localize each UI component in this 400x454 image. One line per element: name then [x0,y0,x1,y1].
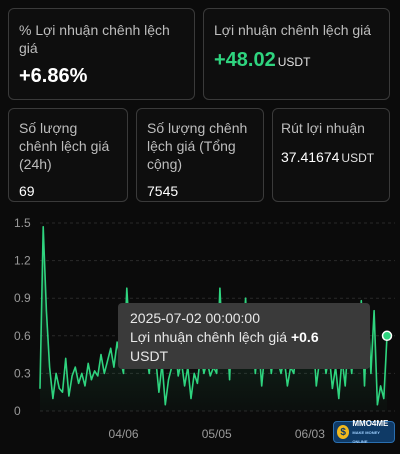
profit-amount-unit: USDT [277,55,311,69]
withdraw-profit-card[interactable]: Rút lợi nhuận 37.41674 USDT [272,108,390,202]
data-point[interactable] [106,360,109,362]
data-point[interactable] [193,372,195,374]
data-point[interactable] [338,397,340,400]
data-point[interactable] [77,382,80,385]
data-point[interactable] [45,310,48,312]
data-point[interactable] [383,397,385,400]
data-point[interactable] [203,372,205,374]
data-point[interactable] [360,300,362,302]
mmo4me-logo: $ MMO4ME MAKE MONEY ONLINE [333,418,395,444]
data-point[interactable] [280,372,282,374]
data-point[interactable] [148,372,150,374]
data-point[interactable] [254,372,256,374]
x-tick-label: 05/05 [202,427,232,441]
y-tick-label: 0.6 [14,329,31,343]
data-point[interactable] [71,375,73,377]
data-point[interactable] [126,287,128,289]
data-point[interactable] [286,385,288,387]
tooltip-datetime: 2025-07-02 00:00:00 [130,310,260,326]
data-point[interactable] [177,375,179,377]
data-point[interactable] [113,366,115,368]
data-point[interactable] [49,366,51,368]
data-point[interactable] [84,385,86,387]
profit-amount-row: +48.02 USDT [214,49,379,72]
data-point[interactable] [183,385,186,387]
data-point[interactable] [331,387,333,390]
profit-percent-card: % Lợi nhuận chênh lệch giá +6.86% [8,8,195,100]
withdraw-profit-row: 37.41674 USDT [281,149,381,165]
y-tick-label: 0.9 [14,291,31,305]
data-point[interactable] [167,379,170,381]
data-point[interactable] [158,391,160,393]
data-point[interactable] [216,372,218,374]
y-tick-label: 0 [14,404,21,418]
profit-amount-card: Lợi nhuận chênh lệch giá +48.02 USDT [203,8,390,100]
withdraw-profit-value: 37.41674 [281,149,340,165]
data-point[interactable] [42,226,44,228]
data-point[interactable] [61,391,64,393]
data-point[interactable] [190,397,192,400]
data-point[interactable] [293,372,295,374]
data-point[interactable] [164,404,166,406]
data-point[interactable] [270,372,272,374]
data-point[interactable] [68,395,70,397]
x-tick-label: 06/03 [295,427,325,441]
tooltip-unit: USDT [130,348,169,364]
data-point[interactable] [81,372,83,374]
data-point[interactable] [90,379,93,381]
y-tick-label: 0.3 [14,366,31,380]
data-point[interactable] [94,370,96,372]
data-point[interactable] [122,372,125,374]
selected-point-marker[interactable] [381,330,393,342]
logo-text: MMO4ME MAKE MONEY ONLINE [352,418,389,444]
data-point[interactable] [228,379,231,381]
tooltip-label: Lợi nhuận chênh lệch giá [130,329,288,345]
data-point[interactable] [52,397,54,400]
profit-percent-value: +6.86% [19,65,88,87]
count-24h-label: Số lượng chênh lệch giá (24h) [19,120,110,172]
chart-tooltip: 2025-07-02 00:00:00 Lợi nhuận chênh lệch… [118,303,370,369]
data-point[interactable] [344,385,346,387]
tooltip-value: +0.6 [290,329,319,345]
data-point[interactable] [219,287,221,289]
data-point[interactable] [103,372,105,374]
data-point[interactable] [325,372,327,374]
data-point[interactable] [351,372,353,374]
count-total-label: Số lượng chênh lệch giá (Tổng cộng) [147,120,248,172]
count-24h-card: Số lượng chênh lệch giá (24h) 69 [8,108,128,202]
data-point[interactable] [87,362,89,364]
tooltip-row: Lợi nhuận chênh lệch giá +0.6 [130,328,358,347]
data-point[interactable] [245,297,247,299]
profit-amount-value: +48.02 [214,49,276,71]
data-point[interactable] [315,385,317,387]
count-24h-value: 69 [19,183,35,199]
data-point[interactable] [39,387,41,390]
dollar-coin-icon: $ [337,425,350,439]
data-point[interactable] [74,366,76,368]
data-point[interactable] [110,347,112,349]
data-point[interactable] [196,382,199,385]
data-point[interactable] [261,385,263,387]
profit-percent-label: % Lợi nhuận chênh lệch giá [19,22,170,56]
withdraw-profit-unit: USDT [341,151,375,165]
data-point[interactable] [363,385,366,387]
data-point[interactable] [100,354,102,356]
y-tick-label: 1.5 [14,216,31,230]
count-total-value: 7545 [147,183,179,199]
data-point[interactable] [58,387,60,390]
data-point[interactable] [65,357,67,359]
y-tick-label: 1.2 [14,254,31,268]
data-point[interactable] [97,375,99,377]
data-point[interactable] [379,385,382,387]
data-point[interactable] [55,372,57,374]
x-tick-label: 04/06 [109,427,139,441]
count-total-card: Số lượng chênh lệch giá (Tổng cộng) 7545 [136,108,264,202]
data-point[interactable] [376,404,378,406]
profit-amount-label: Lợi nhuận chênh lệch giá [214,22,372,38]
withdraw-profit-label: Rút lợi nhuận [281,120,365,136]
data-point[interactable] [209,375,211,377]
data-point[interactable] [370,372,372,374]
data-point[interactable] [116,341,118,343]
data-point[interactable] [373,310,375,312]
